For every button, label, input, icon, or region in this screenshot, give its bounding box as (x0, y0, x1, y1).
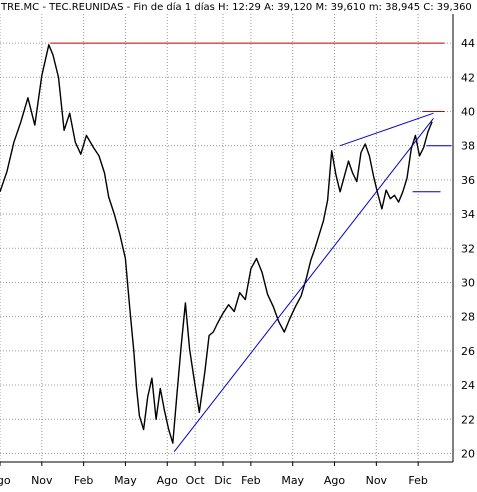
y-tick-label: 34 (461, 208, 475, 221)
y-tick-label: 40 (461, 105, 475, 118)
y-tick-label: 30 (461, 276, 475, 289)
x-tick-label: Dic (214, 474, 232, 487)
grid (0, 14, 453, 462)
y-tick-label: 26 (461, 345, 475, 358)
axes: 20 22 24 26 28 30 32 34 36 38 40 42 44 Ago Nov Feb May Ag… (0, 14, 475, 487)
x-tick-label: May (114, 474, 137, 487)
series-layer (0, 42, 452, 453)
header-text: TRE.MC - TEC.REUNIDAS - Fin de día 1 día… (0, 1, 472, 13)
price-line (0, 44, 433, 444)
x-tick-label: Nov (366, 474, 388, 487)
y-tick-label: 38 (461, 140, 475, 153)
header: TRE.MC - TEC.REUNIDAS - Fin de día 1 día… (0, 0, 477, 13)
trendline (173, 117, 434, 453)
x-tick-label: Ago (157, 474, 179, 487)
y-tick-label: 20 (461, 447, 475, 460)
y-tick-label: 22 (461, 413, 475, 426)
x-tick-label: Ago (0, 474, 11, 487)
x-tick-label: Oct (186, 474, 206, 487)
x-tick-label: May (281, 474, 304, 487)
trendline (339, 112, 434, 147)
x-tick-label: Feb (74, 474, 93, 487)
x-tick-label: Feb (408, 474, 427, 487)
y-tick-label: 28 (461, 311, 475, 324)
x-tick-label: Ago (324, 474, 346, 487)
y-tick-label: 36 (461, 174, 475, 187)
y-tick-label: 32 (461, 242, 475, 255)
y-tick-label: 42 (461, 71, 475, 84)
x-tick-label: Feb (241, 474, 260, 487)
x-tick-label: Nov (31, 474, 53, 487)
y-tick-label: 24 (461, 379, 475, 392)
y-tick-label: 44 (461, 37, 475, 50)
